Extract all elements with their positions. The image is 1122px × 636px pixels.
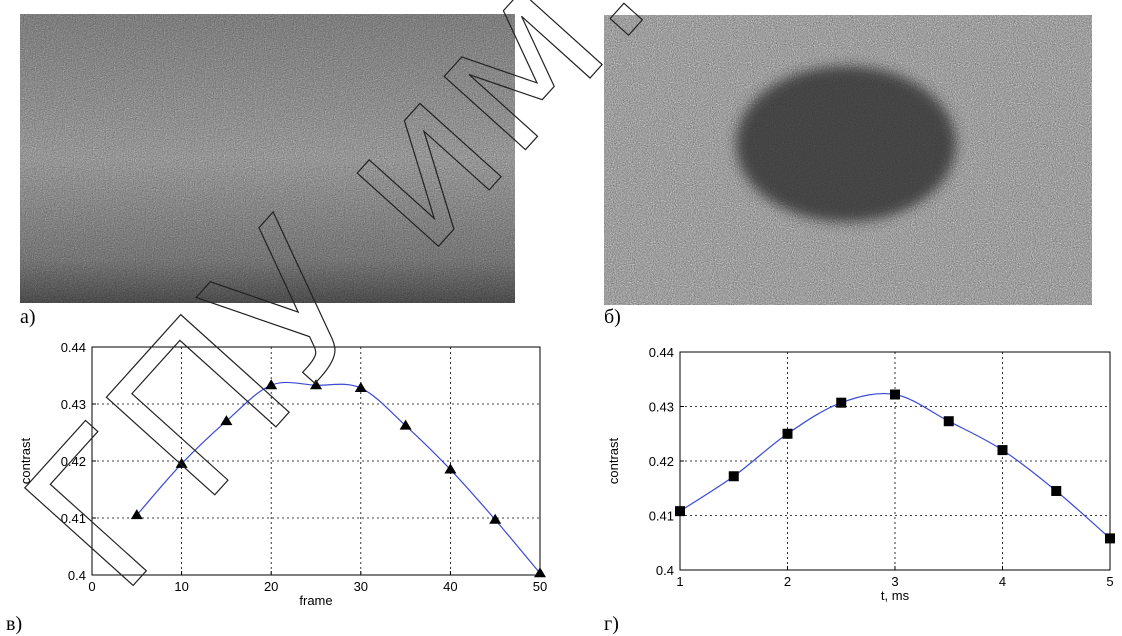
x-tick-label: 40: [443, 579, 457, 594]
y-tick-label: 0.42: [61, 454, 86, 469]
data-point: [836, 397, 847, 408]
series-line: [136, 381, 541, 574]
data-point: [489, 513, 502, 524]
y-tick-label: 0.43: [61, 397, 86, 412]
x-axis-label: t, ms: [881, 588, 910, 603]
panel-label-d: г): [604, 613, 619, 635]
x-tick-label: 10: [174, 579, 188, 594]
chart-svg-frame: 0 10 20 30 40 50 0.4 0.41 0.42 0.43 0.44 frame contr…: [18, 340, 547, 608]
x-tick-label: 50: [533, 579, 547, 594]
y-tick-label: 0.43: [649, 400, 674, 415]
x-tick-label: 1: [676, 574, 683, 589]
y-tick-label: 0.4: [68, 568, 86, 583]
data-point: [943, 416, 954, 427]
data-point: [1105, 533, 1115, 544]
data-point: [782, 428, 793, 439]
data-point: [175, 457, 188, 468]
speckle-photo-a: [20, 14, 515, 303]
y-tick-label: 0.4: [656, 563, 674, 578]
y-tick-label: 0.41: [649, 509, 674, 524]
speckle-photo-b: [604, 15, 1092, 305]
y-tick-label: 0.44: [649, 345, 674, 360]
data-point: [444, 463, 457, 474]
x-tick-label: 5: [1106, 574, 1113, 589]
data-point: [997, 445, 1008, 456]
data-point: [728, 471, 739, 482]
speckle-image-b: [604, 15, 1092, 305]
data-point: [399, 419, 412, 430]
x-tick-label: 20: [264, 579, 278, 594]
x-tick-label: 30: [354, 579, 368, 594]
dark-spot: [736, 66, 956, 222]
x-tick-label: 4: [999, 574, 1006, 589]
x-tick-label: 2: [784, 574, 791, 589]
data-point: [310, 379, 322, 390]
data-point: [130, 509, 143, 520]
x-axis-label: frame: [299, 593, 332, 608]
y-tick-label: 0.44: [61, 340, 86, 355]
data-point: [675, 506, 685, 517]
data-point: [220, 415, 233, 426]
data-point: [354, 382, 367, 393]
x-tick-label: 0: [88, 579, 95, 594]
speckle-image-a: [20, 14, 515, 303]
data-point: [890, 389, 900, 400]
y-axis-label: contrast: [606, 437, 621, 484]
y-tick-label: 0.42: [649, 454, 674, 469]
data-point: [1051, 485, 1062, 496]
chart-contrast-vs-frame: 0 10 20 30 40 50 0.4 0.41 0.42 0.43 0.44 frame contr…: [0, 335, 560, 615]
data-point: [265, 379, 278, 390]
x-tick-label: 3: [891, 574, 898, 589]
data-point: [534, 567, 546, 578]
y-tick-label: 0.41: [61, 511, 86, 526]
y-axis-label: contrast: [18, 437, 33, 484]
panel-label-c: в): [6, 613, 23, 635]
chart-contrast-vs-time: 1 2 3 4 5 0.4 0.41 0.42 0.43 0.44 t, ms contrast: [590, 340, 1122, 610]
panel-label-b: б): [604, 306, 621, 328]
panel-label-a: а): [20, 306, 36, 328]
chart-svg-time: 1 2 3 4 5 0.4 0.41 0.42 0.43 0.44 t, ms contrast: [606, 345, 1115, 603]
